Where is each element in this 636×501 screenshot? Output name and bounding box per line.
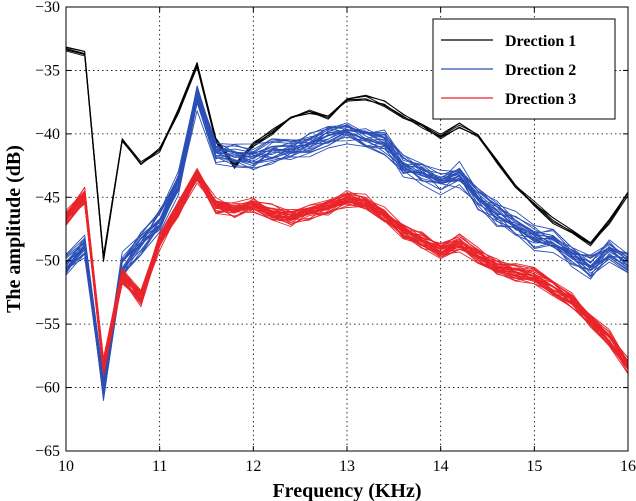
series-line — [65, 174, 629, 371]
series-line — [65, 91, 629, 391]
legend-label: Drection 3 — [505, 91, 576, 108]
y-tick-label: −60 — [35, 380, 60, 397]
series-line — [65, 50, 629, 262]
y-tick-label: −30 — [35, 0, 60, 16]
y-tick-label: −45 — [35, 189, 60, 206]
series-line — [65, 171, 629, 363]
series-line — [65, 170, 629, 362]
series-group-2 — [65, 85, 629, 402]
x-axis-label: Frequency (KHz) — [272, 480, 421, 501]
series-line — [65, 101, 629, 398]
series-line — [65, 110, 629, 395]
series-line — [65, 91, 629, 391]
series-group-3 — [65, 168, 629, 376]
series-line — [65, 98, 629, 383]
y-tick-label: −55 — [35, 316, 60, 333]
legend-label: Drection 2 — [505, 62, 576, 79]
series-group-1 — [65, 46, 629, 262]
y-tick-label: −65 — [35, 443, 60, 460]
x-tick-label: 11 — [152, 458, 167, 475]
x-tick-label: 12 — [245, 458, 261, 475]
x-tick-label: 16 — [620, 458, 636, 475]
x-tick-label: 10 — [58, 458, 74, 475]
series-lines — [65, 46, 629, 402]
y-tick-label: −50 — [35, 253, 60, 270]
axis-ticks: 10 11 12 13 14 15 16 −65 −60 −55 −50 −45 −40 −35 −30 — [35, 0, 636, 475]
series-line — [65, 95, 629, 388]
series-line — [65, 86, 629, 388]
y-tick-label: −40 — [35, 126, 60, 143]
x-tick-label: 14 — [433, 458, 449, 475]
series-line — [65, 168, 629, 367]
legend: Drection 1 Drection 2 Drection 3 — [432, 18, 616, 120]
x-tick-label: 15 — [526, 458, 542, 475]
legend-label: Drection 1 — [505, 33, 576, 50]
series-line — [65, 48, 629, 259]
y-tick-label: −35 — [35, 62, 60, 79]
series-line — [65, 102, 629, 393]
y-axis-label: The amplitude (dB) — [3, 145, 25, 313]
x-tick-label: 13 — [339, 458, 355, 475]
